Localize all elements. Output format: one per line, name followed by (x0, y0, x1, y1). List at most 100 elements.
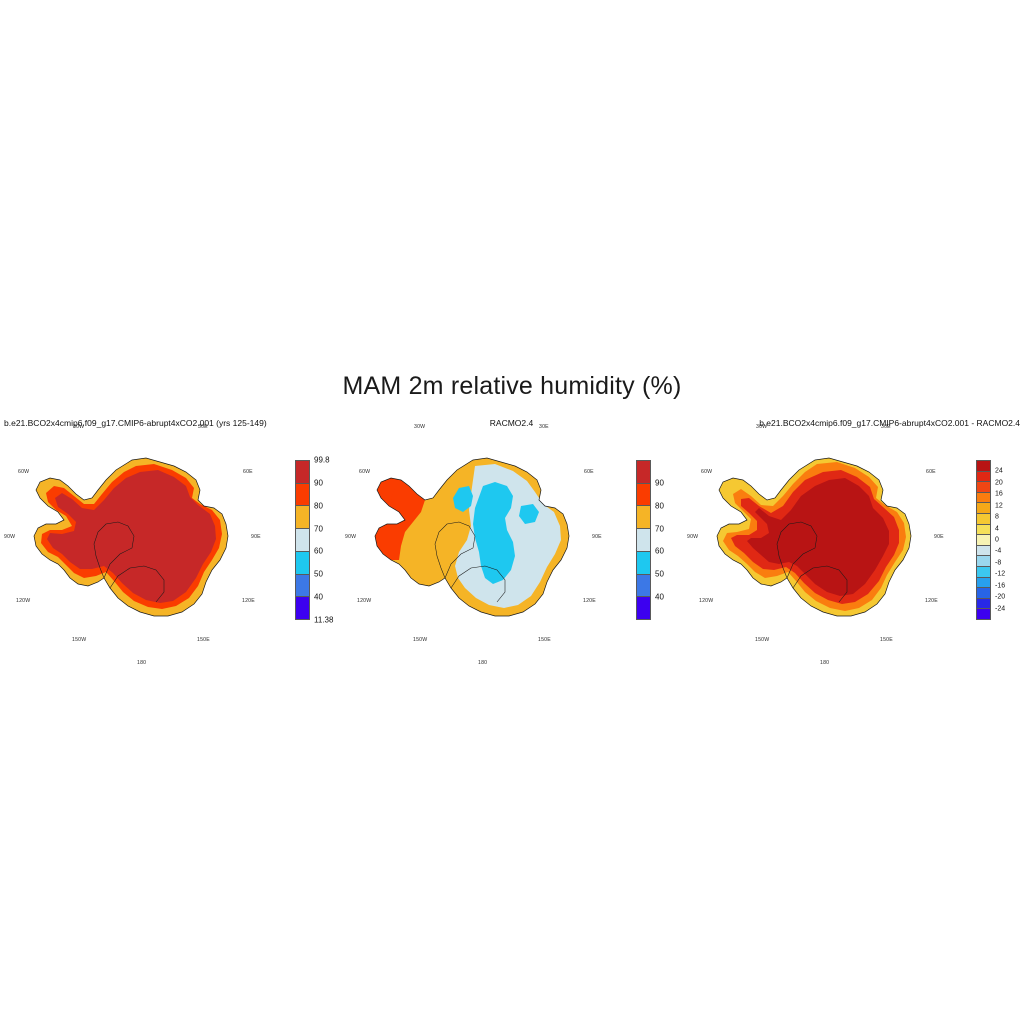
colorbar-band-6 (296, 597, 309, 620)
map-svg-racmo (374, 457, 570, 617)
ice-shelf-outline-difference (792, 565, 848, 603)
colorbar-band-5 (977, 513, 990, 525)
lon-label-30W: 30W (73, 424, 85, 430)
lon-label-90W: 90W (345, 534, 357, 540)
coastline-model (33, 457, 229, 617)
colorbar-model: 99.8 90 80 70 60 50 40 11.38 (295, 456, 365, 625)
panel-title-model: b.e21.BCO2x4cmip6.f09_g17.CMIP6-abrupt4x… (4, 418, 267, 428)
map-racmo: 30W 30E 60W 60E 90W 90E 120W 120E 150W 1… (345, 424, 605, 668)
colorbar-band-3 (637, 529, 650, 552)
map-model: 30W 30E 60W 60E 90W 90E 120W 120E 150W 1… (4, 424, 264, 668)
colorbar-band-12 (977, 588, 990, 599)
lon-label-60E: 60E (926, 469, 936, 475)
colorbar-racmo: 90 80 70 60 50 40 (636, 460, 706, 620)
colorbar-band-3 (977, 492, 990, 504)
panel-racmo: RACMO2.4 30W (341, 418, 682, 678)
colorbar-band-2 (977, 482, 990, 493)
map-svg-model (33, 457, 229, 617)
colorbar-tick-label: 80 (655, 501, 664, 511)
coastline-difference (716, 457, 912, 617)
colorbar-band-4 (296, 551, 309, 575)
lon-label-90W: 90W (687, 534, 699, 540)
colorbar-band-6 (977, 524, 990, 536)
colorbar-tick-label: 50 (655, 569, 664, 579)
panel-difference: b.e21.BCO2x4cmip6.f09_g17.CMIP6-abrupt4x… (683, 418, 1024, 678)
lon-label-90E: 90E (934, 534, 944, 540)
colorbar-band-10 (977, 566, 990, 578)
colorbar-strip-difference (976, 460, 991, 620)
colorbar-tick-label: 16 (995, 490, 1003, 498)
ice-shelf-outline-racmo (450, 565, 506, 603)
colorbar-band-2 (637, 506, 650, 530)
colorbar-band-13 (977, 598, 990, 610)
lon-label-120E: 120E (925, 598, 938, 604)
lon-label-60E: 60E (584, 469, 594, 475)
panel-model: b.e21.BCO2x4cmip6.f09_g17.CMIP6-abrupt4x… (0, 418, 341, 678)
lon-label-60W: 60W (359, 469, 371, 475)
lon-label-90W: 90W (4, 534, 16, 540)
colorbar-tick-label: 40 (314, 592, 323, 602)
lon-label-30W: 30W (414, 424, 426, 430)
lon-label-120W: 120W (16, 598, 31, 604)
colorbar-tick-label: -20 (995, 593, 1006, 601)
lon-label-150E: 150E (197, 637, 210, 643)
colorbar-band-6 (637, 597, 650, 620)
ross-outline-racmo (434, 521, 476, 579)
colorbar-tick-label: 70 (655, 524, 664, 534)
panel-title-difference: b.e21.BCO2x4cmip6.f09_g17.CMIP6-abrupt4x… (759, 418, 1020, 428)
panel-title-racmo: RACMO2.4 (489, 418, 534, 428)
lon-label-150E: 150E (880, 637, 893, 643)
colorbar-band-4 (637, 551, 650, 575)
lon-label-60E: 60E (243, 469, 253, 475)
map-fill-racmo (375, 458, 569, 616)
lon-label-150W: 150W (72, 637, 87, 643)
map-difference: 30W 30E 60W 60E 90W 90E 120W 120E 150W 1… (687, 424, 947, 668)
lon-label-180: 180 (137, 660, 147, 666)
lon-label-120E: 120E (242, 598, 255, 604)
colorbar-band-0 (977, 461, 990, 472)
colorbar-tick-label: 8 (995, 513, 999, 521)
colorbar-tick-label: -24 (995, 605, 1006, 613)
colorbar-tick-label: 60 (655, 546, 664, 556)
lon-label-30E: 30E (881, 424, 891, 430)
colorbar-tick-label: 70 (314, 524, 323, 534)
ross-outline-model (93, 521, 135, 579)
colorbar-band-14 (977, 609, 990, 619)
colorbar-tick-label: -8 (995, 559, 1002, 567)
colorbar-tick-label: 90 (314, 478, 323, 488)
lon-label-90E: 90E (592, 534, 602, 540)
colorbar-tick-label: 24 (995, 467, 1003, 475)
colorbar-tick-label: 0 (995, 536, 999, 544)
colorbar-tick-label: 20 (995, 479, 1003, 487)
colorbar-tick-label: 80 (314, 501, 323, 511)
colorbar-band-1 (977, 471, 990, 483)
colorbar-band-4 (977, 503, 990, 514)
colorbar-band-0 (637, 461, 650, 484)
colorbar-band-11 (977, 577, 990, 589)
lon-label-150W: 150W (413, 637, 428, 643)
ice-shelf-outline-model (109, 565, 165, 603)
lon-label-30W: 30W (756, 424, 768, 430)
lon-label-120W: 120W (357, 598, 372, 604)
lon-label-120W: 120W (699, 598, 714, 604)
colorbar-ticks-model: 99.8 90 80 70 60 50 40 11.38 (314, 456, 364, 625)
colorbar-ticks-difference: 24 20 16 12 8 4 0 -4 -8 -12 -16 -20 -24 (995, 460, 1024, 620)
colorbar-band-8 (977, 545, 990, 557)
colorbar-tick-label: 60 (314, 546, 323, 556)
lon-label-30E: 30E (198, 424, 208, 430)
colorbar-tick-label: 40 (655, 592, 664, 602)
colorbar-tick-label: -16 (995, 582, 1006, 590)
colorbar-band-1 (637, 483, 650, 507)
colorbar-tick-label: 99.8 (314, 455, 330, 465)
colorbar-ticks-racmo: 90 80 70 60 50 40 (655, 460, 705, 620)
colorbar-band-5 (296, 574, 309, 598)
lon-label-60W: 60W (701, 469, 713, 475)
colorbar-tick-label: 90 (655, 478, 664, 488)
colorbar-tick-label: 50 (314, 569, 323, 579)
colorbar-tick-label: 12 (995, 502, 1003, 510)
lon-label-150W: 150W (755, 637, 770, 643)
colorbar-band-1 (296, 483, 309, 507)
colorbar-difference: 24 20 16 12 8 4 0 -4 -8 -12 -16 -20 -24 (976, 460, 1024, 620)
lon-label-180: 180 (820, 660, 830, 666)
